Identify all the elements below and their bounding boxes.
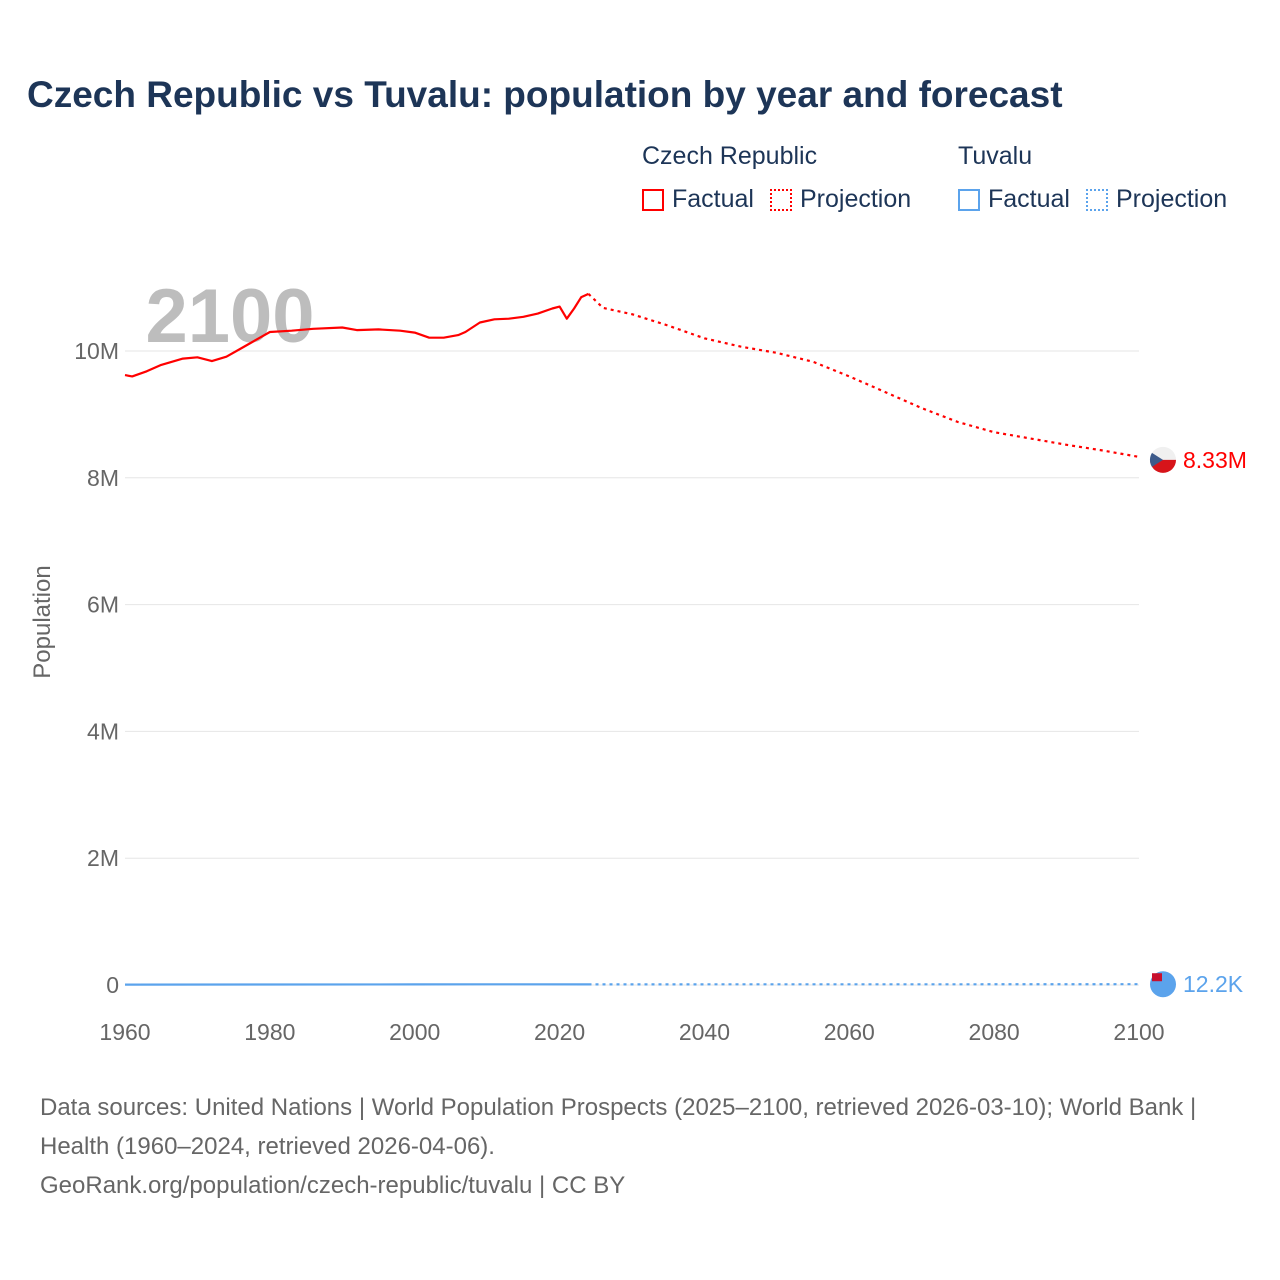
legend-tuvalu: Tuvalu Factual Projection	[958, 142, 1243, 214]
line-czech-republic-projection	[587, 293, 1140, 458]
legend-swatch-solid	[642, 188, 664, 211]
x-tick-label: 2020	[534, 1019, 585, 1045]
data-sources: Data sources: United Nations | World Pop…	[40, 1094, 1197, 1160]
legend-czech-factual[interactable]: Factual	[642, 185, 754, 214]
x-tick-label: 2080	[969, 1019, 1020, 1045]
footer: Data sources: United Nations | World Pop…	[40, 1088, 1240, 1205]
end-value-label: 12.2K	[1183, 971, 1244, 997]
x-tick-label: 1980	[244, 1019, 295, 1045]
legend-group-label: Czech Republic	[642, 142, 818, 170]
chart-title: Czech Republic vs Tuvalu: population by …	[27, 74, 1063, 115]
line-czech-republic-factual	[124, 292, 589, 378]
x-tick-label: 2000	[389, 1019, 440, 1045]
legend-label: Projection	[1115, 185, 1228, 213]
source-link[interactable]: GeoRank.org/population/czech-republic/tu…	[40, 1172, 626, 1199]
x-tick-label: 1960	[99, 1019, 150, 1045]
legend-label: Projection	[799, 185, 912, 213]
y-tick-label: 2M	[87, 845, 119, 871]
legend-swatch-dotted	[769, 188, 792, 211]
y-tick-label: 10M	[74, 338, 119, 364]
x-tick-label: 2100	[1113, 1019, 1164, 1045]
y-axis-label: Population	[29, 565, 56, 678]
x-tick-label: 2060	[824, 1019, 875, 1045]
flag-tuvalu-union	[1152, 973, 1162, 982]
legend-tuvalu-projection[interactable]: Projection	[1085, 185, 1228, 214]
legend-label: Factual	[672, 185, 754, 213]
y-tick-label: 4M	[87, 718, 119, 744]
legend-swatch-solid	[958, 188, 980, 211]
x-tick-label: 2040	[679, 1019, 730, 1045]
y-tick-label: 0	[106, 972, 119, 998]
legend-czech-republic: Czech Republic Factual Projection	[642, 142, 927, 214]
legend-tuvalu-factual[interactable]: Factual	[958, 185, 1070, 214]
legend-label: Factual	[988, 185, 1070, 213]
current-year-label: 2100	[145, 274, 314, 359]
legend-swatch-dotted	[1085, 188, 1108, 211]
end-value-label: 8.33M	[1183, 447, 1247, 473]
legend-czech-projection[interactable]: Projection	[769, 185, 912, 214]
legend-group-label: Tuvalu	[958, 142, 1033, 170]
chart-plot: 2100 Population 0 2M 4M 6M 8M 10M 1960 1980 2000…	[29, 274, 1247, 1045]
y-tick-label: 6M	[87, 592, 119, 618]
flag-czech-triangle	[1149, 452, 1163, 467]
y-tick-label: 8M	[87, 465, 119, 491]
